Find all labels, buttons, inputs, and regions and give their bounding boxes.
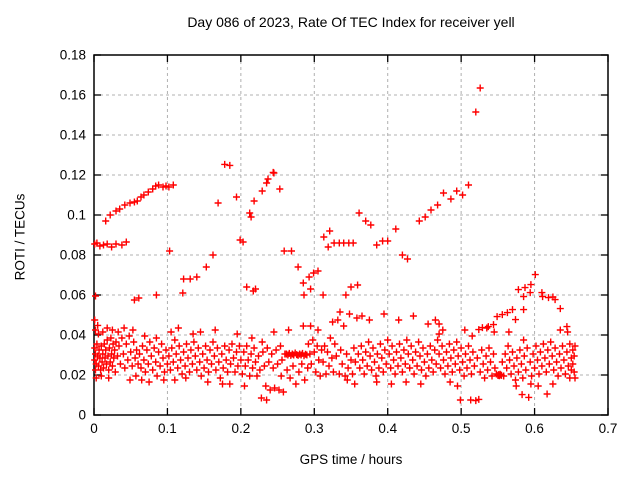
svg-text:0.02: 0.02 (60, 368, 86, 383)
svg-text:0.1: 0.1 (67, 208, 86, 223)
svg-text:0.7: 0.7 (599, 421, 618, 436)
svg-text:0.04: 0.04 (60, 328, 87, 343)
svg-text:0.6: 0.6 (525, 421, 544, 436)
x-axis-label: GPS time / hours (299, 452, 403, 467)
svg-text:0.3: 0.3 (305, 421, 324, 436)
svg-text:0.16: 0.16 (60, 88, 86, 103)
svg-text:0.2: 0.2 (231, 421, 250, 436)
svg-text:0.18: 0.18 (60, 48, 86, 63)
data-points (91, 84, 579, 405)
svg-text:0.14: 0.14 (60, 128, 87, 143)
svg-text:0: 0 (90, 421, 98, 436)
chart-title: Day 086 of 2023, Rate Of TEC Index for r… (187, 14, 515, 30)
svg-text:0.1: 0.1 (158, 421, 177, 436)
svg-text:0.06: 0.06 (60, 288, 86, 303)
svg-text:0.4: 0.4 (378, 421, 397, 436)
plot-border (93, 54, 609, 416)
svg-text:0: 0 (78, 408, 86, 423)
svg-text:0.12: 0.12 (60, 168, 86, 183)
svg-text:0.08: 0.08 (60, 248, 86, 263)
svg-text:0.5: 0.5 (452, 421, 471, 436)
tick-labels: 0 0.1 0.2 0.3 0.4 0.5 0.6 0.7 0 0.02 0.04 0.06 0.08 0… (60, 48, 618, 437)
